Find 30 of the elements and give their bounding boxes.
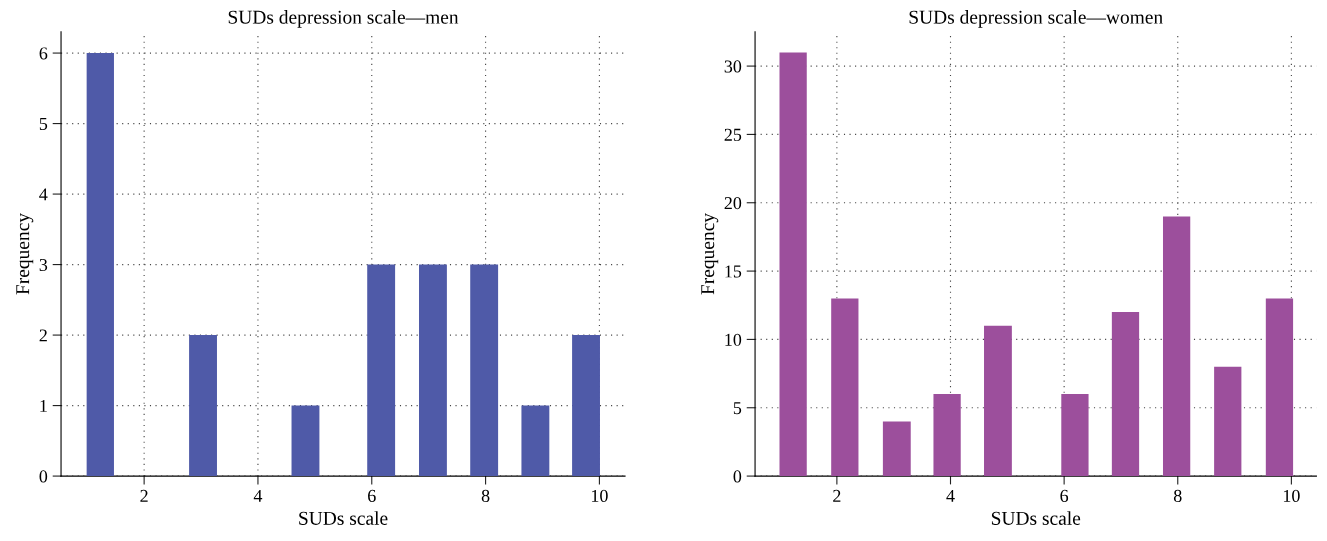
x-tick-label: 4 <box>946 489 955 502</box>
x-tick-label: 2 <box>140 489 148 502</box>
y-tick-label: 10 <box>725 333 742 346</box>
y-tick-label: 0 <box>39 470 48 483</box>
y-tick-label: 6 <box>39 47 48 60</box>
y-axis-title: Frequency <box>16 213 34 295</box>
y-tick-label: 1 <box>40 399 47 412</box>
x-tick-label: 4 <box>253 489 263 502</box>
x-tick-label: 10 <box>1283 489 1300 502</box>
x-tick-label: 8 <box>481 489 490 502</box>
y-tick-label: 15 <box>725 265 742 278</box>
y-tick-label: 5 <box>39 118 48 131</box>
y-tick-label: 30 <box>724 60 742 73</box>
x-tick-label: 2 <box>833 489 841 502</box>
x-axis-title: SUDs scale <box>299 511 388 525</box>
x-tick-label: 6 <box>368 489 376 502</box>
x-axis-title: SUDs scale <box>991 511 1081 525</box>
x-tick-label: 6 <box>1060 489 1069 502</box>
y-tick-label: 5 <box>733 402 742 415</box>
chart-title: SUDs depression scale—men <box>228 10 459 28</box>
x-tick-label: 10 <box>591 489 608 502</box>
y-tick-label: 0 <box>733 470 742 483</box>
y-tick-label: 2 <box>39 329 47 342</box>
y-tick-label: 3 <box>39 258 48 272</box>
x-tick-label: 8 <box>1173 489 1182 502</box>
chart-title: SUDs depression scale—women <box>909 10 1163 28</box>
y-tick-label: 20 <box>724 197 742 210</box>
y-tick-label: 4 <box>39 188 48 201</box>
y-axis-title: Frequency <box>701 213 719 295</box>
y-tick-label: 25 <box>724 128 742 141</box>
